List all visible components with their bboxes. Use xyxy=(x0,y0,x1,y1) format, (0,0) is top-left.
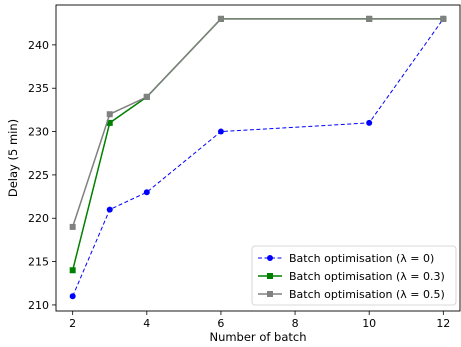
legend-label: Batch optimisation (λ = 0) xyxy=(289,252,434,265)
x-tick-label: 6 xyxy=(217,317,224,330)
series-line xyxy=(71,18,444,228)
data-point xyxy=(217,15,224,22)
data-point xyxy=(143,189,150,196)
x-tick-label: 4 xyxy=(143,317,150,330)
legend-entry: Batch optimisation (λ = 0) xyxy=(258,252,434,265)
y-tick-label: 240 xyxy=(28,39,49,52)
x-tick-label: 10 xyxy=(362,317,376,330)
data-point xyxy=(106,111,113,118)
data-point xyxy=(69,293,76,300)
y-tick-label: 220 xyxy=(28,212,49,225)
legend-entry: Batch optimisation (λ = 0.3) xyxy=(258,270,445,283)
series-1 xyxy=(69,15,447,274)
y-axis-label: Delay (5 min) xyxy=(6,119,20,197)
data-point xyxy=(69,267,76,274)
legend-label: Batch optimisation (λ = 0.3) xyxy=(289,270,445,283)
data-point xyxy=(217,128,224,135)
y-tick-label: 230 xyxy=(28,126,49,139)
x-tick-label: 12 xyxy=(436,317,450,330)
data-point xyxy=(106,119,113,126)
x-axis-label: Number of batch xyxy=(209,330,306,344)
y-tick-label: 225 xyxy=(28,169,49,182)
y-tick-label: 215 xyxy=(28,256,49,269)
data-point xyxy=(366,15,373,22)
legend: Batch optimisation (λ = 0) Batch optimisa… xyxy=(251,245,457,306)
plot-frame xyxy=(55,4,461,312)
series-line xyxy=(72,18,444,297)
data-point xyxy=(366,119,373,126)
data-point xyxy=(69,223,76,230)
legend-label: Batch optimisation (λ = 0.5) xyxy=(289,288,445,301)
y-tick-label: 235 xyxy=(28,82,49,95)
legend-marker xyxy=(267,273,273,279)
legend-entry: Batch optimisation (λ = 0.5) xyxy=(258,288,445,301)
legend-marker xyxy=(267,255,273,261)
series-2 xyxy=(69,15,447,230)
series-line xyxy=(71,18,444,271)
data-point xyxy=(440,15,447,22)
data-point xyxy=(143,93,150,100)
x-axis-ticks: 2 4 6 8 10 12 xyxy=(69,311,450,330)
x-tick-label: 2 xyxy=(69,317,76,330)
series-layer xyxy=(69,15,447,300)
y-axis-ticks: 210 215 220 225 230 235 240 xyxy=(28,39,56,312)
legend-marker xyxy=(267,291,273,297)
y-tick-label: 210 xyxy=(28,299,49,312)
legend-box xyxy=(251,245,457,306)
data-point xyxy=(106,206,113,213)
x-tick-label: 8 xyxy=(292,317,299,330)
